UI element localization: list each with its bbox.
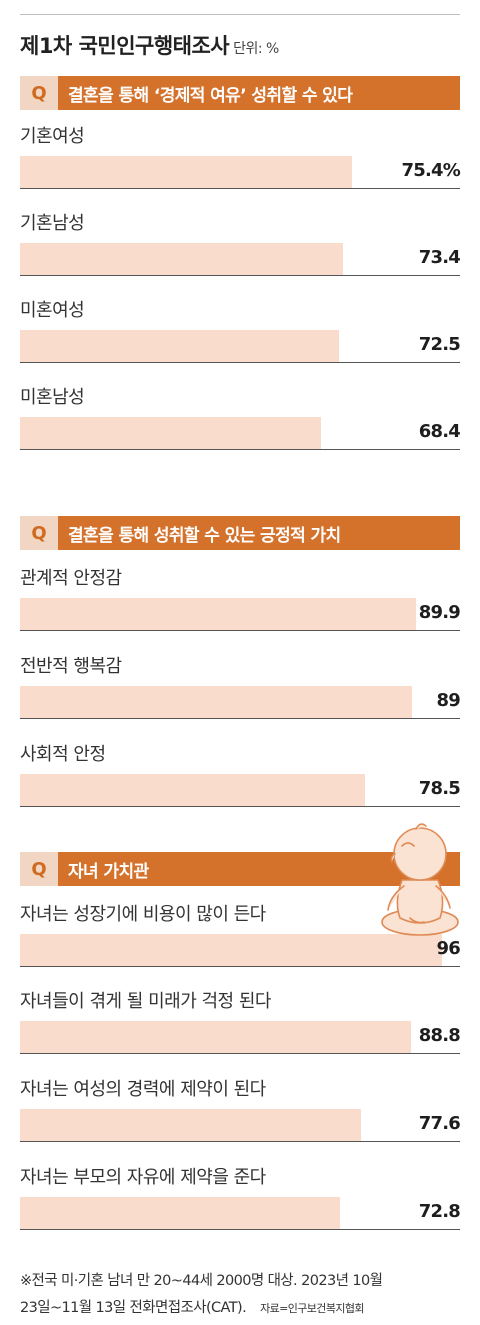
chart-2-q-badge: Q [20,516,58,550]
bar-row: 자녀는 여성의 경력에 제약이 된다 77.6 [20,1075,461,1163]
bar [20,774,365,806]
value-label: 89 [436,690,461,711]
bar [20,243,343,275]
unit-label: 단위: % [233,41,279,57]
footnote-line2: 23일~11월 13일 전화면접조사(CAT). [20,1300,247,1316]
bar [20,156,352,188]
row-baseline [20,718,460,719]
chart-1-title: 결혼을 통해 ‘경제적 여유’ 성취할 수 있다 [58,76,460,110]
value-label: 78.5 [418,778,461,799]
bar-row: 전반적 행복감 89 [20,652,461,740]
title-text: 제1차 국민인구행태조사 [20,34,230,58]
footnote: ※전국 미·기혼 남녀 만 20~44세 2000명 대상. 2023년 10월… [20,1268,383,1322]
value-label: 89.9 [418,602,461,623]
category-label: 기혼남성 [20,213,85,234]
value-label: 72.8 [418,1201,461,1222]
value-label: 77.6 [418,1113,461,1134]
page-title: 제1차 국민인구행태조사 단위: % [20,30,279,60]
value-label: 72.5 [418,334,461,355]
bar [20,330,339,362]
row-baseline [20,1053,460,1054]
category-label: 전반적 행복감 [20,656,122,677]
value-label: 73.4 [418,247,461,268]
row-baseline [20,1229,460,1230]
bar-row: 자녀는 부모의 자유에 제약을 준다 72.8 [20,1163,461,1251]
chart-2-title: 결혼을 통해 성취할 수 있는 긍정적 가치 [58,516,460,550]
row-baseline [20,449,460,450]
row-baseline [20,630,460,631]
category-label: 자녀들이 겪게 될 미래가 걱정 된다 [20,991,271,1012]
chart-2-header: Q 결혼을 통해 성취할 수 있는 긍정적 가치 [20,516,460,550]
category-label: 자녀는 부모의 자유에 제약을 준다 [20,1167,266,1188]
bar [20,1197,340,1229]
bar [20,686,412,718]
top-rule [20,14,460,15]
bar-row: 관계적 안정감 89.9 [20,564,461,652]
value-label: 75.4% [401,160,461,181]
source-label: 자료=인구보건복지협회 [260,1302,364,1315]
category-label: 자녀는 성장기에 비용이 많이 든다 [20,904,266,925]
category-label: 관계적 안정감 [20,568,122,589]
value-label: 96 [436,938,461,959]
chart-1-header: Q 결혼을 통해 ‘경제적 여유’ 성취할 수 있다 [20,76,460,110]
value-label: 68.4 [418,421,461,442]
bar [20,934,442,966]
category-label: 미혼여성 [20,300,85,321]
value-label: 88.8 [418,1025,461,1046]
bar-row: 미혼여성 72.5 [20,296,461,384]
bar-row: 자녀들이 겪게 될 미래가 걱정 된다 88.8 [20,987,461,1075]
category-label: 사회적 안정 [20,744,106,765]
bar [20,598,416,630]
bar [20,417,321,449]
category-label: 자녀는 여성의 경력에 제약이 된다 [20,1079,266,1100]
bar [20,1021,411,1053]
row-baseline [20,806,460,807]
row-baseline [20,1141,460,1142]
row-baseline [20,188,460,189]
baby-illustration [381,823,459,936]
footnote-line1: ※전국 미·기혼 남녀 만 20~44세 2000명 대상. 2023년 10월 [20,1273,383,1289]
bar-row: 사회적 안정 78.5 [20,740,461,828]
category-label: 기혼여성 [20,126,85,147]
bar-row: 기혼남성 73.4 [20,209,461,297]
row-baseline [20,966,460,967]
category-label: 미혼남성 [20,387,85,408]
chart-1-q-badge: Q [20,76,58,110]
row-baseline [20,362,460,363]
bar [20,1109,361,1141]
bar-row: 기혼여성 75.4% [20,122,461,210]
row-baseline [20,275,460,276]
bar-row: 미혼남성 68.4 [20,383,461,471]
chart-3-q-badge: Q [20,852,58,886]
bar-row: 자녀는 성장기에 비용이 많이 든다 96 [20,900,461,988]
